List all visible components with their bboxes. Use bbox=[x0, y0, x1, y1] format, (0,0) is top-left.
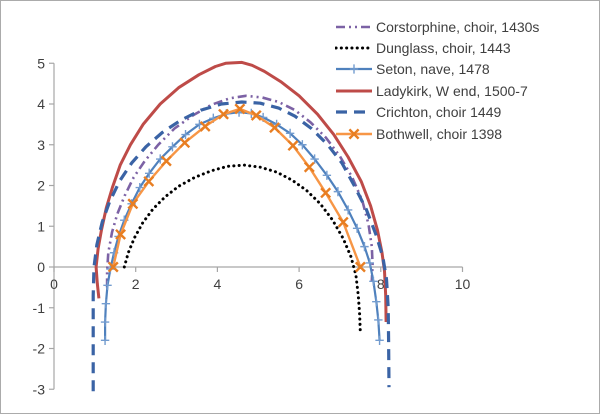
series-line-dunglass bbox=[122, 163, 362, 336]
legend-label: Crichton, choir 1449 bbox=[376, 104, 502, 121]
x-axis-label: 10 bbox=[455, 276, 471, 292]
legend-swatch-seton-icon bbox=[336, 64, 372, 75]
legend-label: Dunglass, choir, 1443 bbox=[376, 40, 511, 57]
legend-swatch-dunglass-icon bbox=[335, 46, 373, 50]
legend-swatch-bothwell-icon bbox=[336, 128, 372, 140]
series-group bbox=[91, 60, 391, 392]
legend-label: Ladykirk, W end, 1500-7 bbox=[376, 82, 528, 99]
legend-label: Corstorphine, choir, 1430s bbox=[376, 18, 540, 35]
legend-item-corstorphine: Corstorphine, choir, 1430s bbox=[335, 16, 539, 37]
series-line-seton bbox=[104, 111, 381, 341]
y-axis-label: 4 bbox=[37, 96, 45, 112]
y-axis-label: 3 bbox=[37, 137, 45, 153]
y-axis-label: 5 bbox=[37, 55, 45, 71]
legend-swatch-ladykirk-icon bbox=[336, 89, 372, 93]
series-line-crichton bbox=[91, 100, 391, 392]
series-line-corstorphine bbox=[105, 94, 374, 288]
y-axis-label: -2 bbox=[33, 341, 46, 357]
series-line-bothwell bbox=[112, 107, 362, 268]
x-axis-label: 0 bbox=[50, 276, 58, 292]
x-axis-label: 6 bbox=[295, 276, 303, 292]
legend-swatch-corstorphine-icon bbox=[336, 25, 372, 28]
x-axis-label: 8 bbox=[377, 276, 385, 292]
legend-item-bothwell: Bothwell, choir 1398 bbox=[335, 123, 539, 144]
legend-label: Seton, nave, 1478 bbox=[376, 61, 490, 78]
legend-item-dunglass: Dunglass, choir, 1443 bbox=[335, 37, 539, 58]
y-axis-label: -1 bbox=[33, 300, 46, 316]
legend-item-crichton: Crichton, choir 1449 bbox=[335, 102, 539, 123]
y-axis-label: 2 bbox=[37, 178, 45, 194]
legend-item-seton: Seton, nave, 1478 bbox=[335, 59, 539, 80]
series-markers-bothwell bbox=[107, 103, 366, 273]
x-axis-label: 4 bbox=[214, 276, 222, 292]
y-axis-label: 1 bbox=[37, 218, 45, 234]
x-axis-label: 2 bbox=[132, 276, 140, 292]
legend-label: Bothwell, choir 1398 bbox=[376, 125, 503, 142]
y-axis-label: 0 bbox=[37, 259, 45, 275]
axes bbox=[49, 62, 464, 390]
legend-swatch-crichton-icon bbox=[336, 110, 372, 114]
y-axis-label: -3 bbox=[33, 381, 46, 397]
legend-item-ladykirk: Ladykirk, W end, 1500-7 bbox=[335, 80, 539, 101]
legend: Corstorphine, choir, 1430s Dunglass, choi… bbox=[335, 16, 539, 144]
